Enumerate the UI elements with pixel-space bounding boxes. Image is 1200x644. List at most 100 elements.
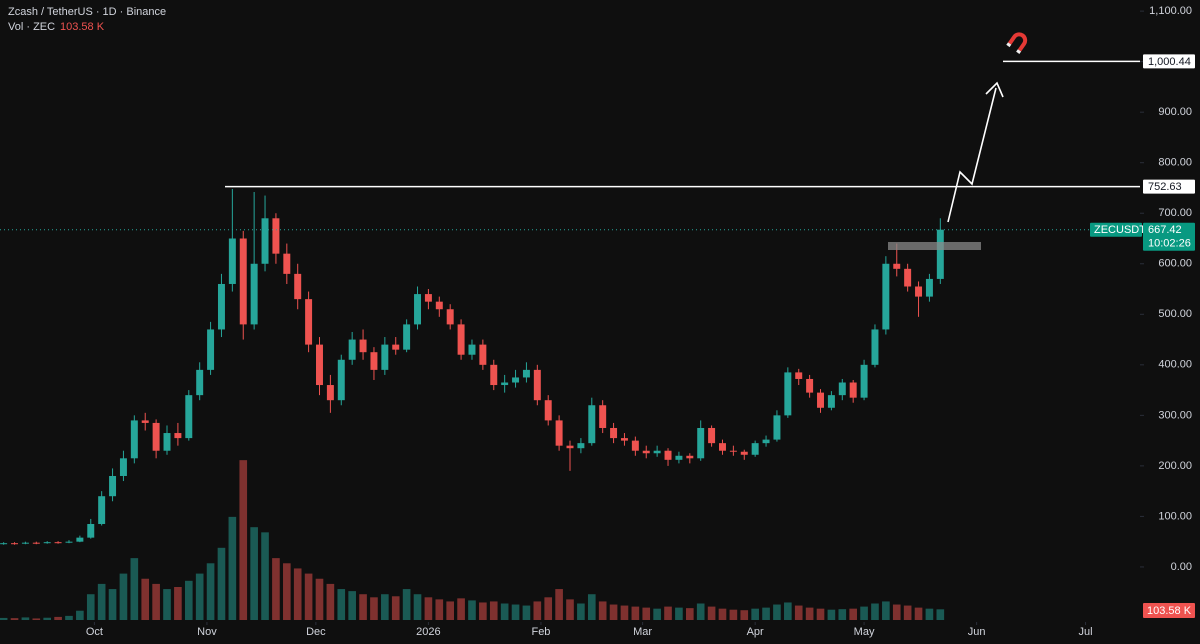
countdown-label: 10:02:26 [1148, 238, 1191, 250]
volume-bar [381, 594, 389, 620]
volume-bar [468, 600, 476, 620]
volume-bar [108, 589, 117, 620]
volume-bar [598, 601, 607, 620]
candle-body [109, 475, 117, 497]
volume-bar [261, 532, 269, 620]
candle-body [468, 344, 476, 355]
candle-body [479, 344, 487, 365]
volume-bar [642, 607, 651, 620]
candle-body [697, 427, 705, 459]
candle-body [490, 364, 498, 386]
candle-body [424, 294, 432, 302]
x-tick-label: Feb [531, 626, 550, 638]
volume-bar [566, 599, 574, 620]
volume-bar [522, 605, 531, 620]
candle-body [141, 420, 149, 423]
volume-bar [631, 606, 640, 620]
candle-body [599, 405, 607, 428]
candle-body [32, 542, 40, 544]
magnet-body [1008, 32, 1028, 52]
volume-bar [304, 573, 313, 620]
volume-bar [130, 558, 139, 620]
candle-body [544, 400, 552, 421]
volume-bar [239, 460, 248, 620]
volume-bar [849, 608, 857, 620]
volume-bar [784, 602, 792, 620]
volume-bar [293, 568, 302, 620]
volume-bar [217, 547, 226, 620]
volume-bar [718, 608, 727, 620]
level-label: 752.63 [1148, 181, 1182, 193]
candle-body [11, 543, 19, 545]
x-tick-label: Mar [633, 626, 652, 638]
volume-bar [816, 608, 825, 620]
candle-body [740, 451, 748, 455]
y-tick-label: 0.00 [1171, 561, 1192, 573]
x-tick-label: Oct [86, 626, 103, 638]
volume-bar [348, 591, 356, 620]
candle-body [152, 422, 160, 451]
volume-bar [272, 558, 280, 620]
candle-body [130, 420, 138, 459]
y-tick-label: 300.00 [1158, 409, 1192, 421]
volume-bar [54, 616, 62, 620]
y-tick-label: 200.00 [1158, 460, 1192, 472]
magnet-tip [1006, 42, 1012, 48]
candle-body [588, 405, 596, 444]
volume-bar [195, 573, 204, 620]
candle-body [185, 395, 193, 439]
y-tick-label: 100.00 [1158, 510, 1192, 522]
volume-bar [620, 605, 629, 620]
volume-bar [76, 610, 84, 620]
candle-body [795, 372, 803, 379]
candle-body [250, 263, 258, 325]
magnet-icon [1006, 32, 1028, 54]
volume-bar [489, 601, 498, 620]
volume-bar [762, 607, 770, 620]
volume-badge [1143, 603, 1195, 618]
y-tick-label: 600.00 [1158, 258, 1192, 270]
volume-bar [925, 608, 934, 620]
volume-bar [119, 573, 128, 620]
candle-body [533, 369, 541, 401]
candle-body [359, 339, 367, 353]
volume-bar [609, 604, 618, 620]
y-tick-label: 1,100.00 [1149, 5, 1192, 17]
y-tick-label: 900.00 [1158, 106, 1192, 118]
candle-body [664, 450, 672, 460]
volume-bar [174, 587, 182, 620]
volume-bar [555, 589, 563, 620]
volume-bar [707, 606, 716, 620]
volume-bar [326, 583, 335, 620]
last-price-label: 667.42 [1148, 224, 1182, 236]
y-tick-label: 800.00 [1158, 157, 1192, 169]
candle-body [163, 433, 171, 451]
volume-bar [479, 602, 487, 620]
candle-body [936, 229, 944, 279]
candle-body [631, 440, 639, 451]
volume-bar [141, 578, 150, 620]
volume-bar [936, 609, 945, 620]
candle-body [827, 395, 835, 408]
candle-body [708, 427, 716, 444]
candle-body [65, 541, 73, 543]
symbol-badge [1090, 222, 1142, 237]
candle-body [882, 263, 890, 330]
x-tick-label: Jul [1079, 626, 1093, 638]
candle-body [806, 378, 814, 393]
arrow-head [985, 81, 1004, 98]
candle-body [174, 433, 182, 439]
projection-arrow [947, 87, 997, 223]
zone-box [888, 242, 981, 250]
volume-bar [729, 609, 738, 620]
x-tick-label: Dec [306, 626, 326, 638]
volume-bar [805, 607, 814, 620]
volume-legend-value: 103.58 K [60, 21, 105, 33]
y-tick-label: 500.00 [1158, 308, 1192, 320]
volume-bar [577, 603, 585, 620]
candle-body [87, 523, 95, 538]
volume-bar [653, 608, 661, 620]
x-tick-label: May [854, 626, 875, 638]
